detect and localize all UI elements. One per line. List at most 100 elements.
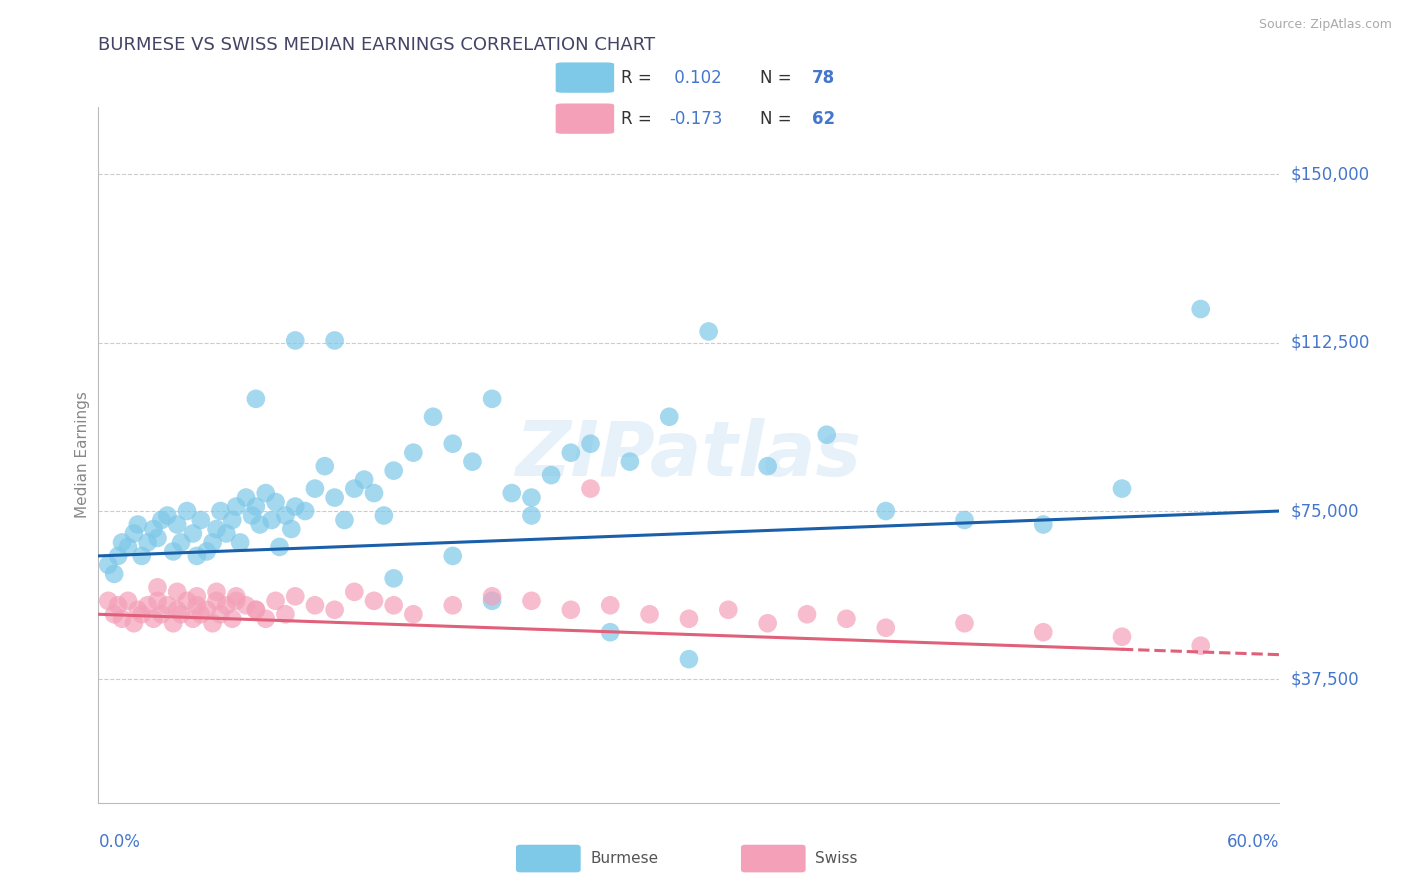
Point (142, 612, 165, 626)
Point (579, 482, 602, 496)
Point (195, 603, 218, 617)
Point (284, 334, 307, 348)
Point (343, 482, 366, 496)
Point (280, 522, 302, 536)
Point (127, 603, 149, 617)
Point (205, 584, 228, 599)
Point (540, 468, 562, 483)
Text: -0.173: -0.173 (669, 110, 723, 128)
Point (481, 594, 503, 608)
Point (146, 594, 169, 608)
Point (599, 625, 621, 640)
Point (678, 652, 700, 666)
Text: Swiss: Swiss (815, 852, 858, 866)
Point (190, 513, 212, 527)
Text: 62: 62 (811, 110, 835, 128)
Point (875, 504, 897, 518)
Point (150, 607, 173, 622)
Point (195, 544, 218, 558)
Point (245, 603, 267, 617)
Text: Source: ZipAtlas.com: Source: ZipAtlas.com (1258, 18, 1392, 31)
Point (107, 549, 129, 563)
Point (1111, 482, 1133, 496)
Point (235, 599, 257, 613)
Point (190, 607, 212, 622)
Point (294, 504, 316, 518)
Point (260, 513, 283, 527)
Point (136, 599, 159, 613)
Point (520, 594, 543, 608)
Point (146, 580, 169, 594)
Point (201, 535, 224, 549)
Point (815, 427, 838, 442)
Point (142, 522, 165, 536)
Point (953, 616, 976, 631)
Point (186, 549, 208, 563)
Point (323, 603, 346, 617)
Point (333, 513, 356, 527)
Point (254, 486, 277, 500)
Point (560, 603, 582, 617)
Text: N =: N = (761, 69, 797, 87)
Point (162, 544, 184, 558)
Point (619, 455, 641, 469)
Point (264, 495, 287, 509)
Text: R =: R = (621, 110, 658, 128)
Text: $150,000: $150,000 (1291, 165, 1369, 184)
Point (107, 599, 129, 613)
Point (181, 526, 204, 541)
Point (441, 436, 464, 450)
Point (205, 522, 228, 536)
Point (136, 535, 159, 549)
Point (284, 590, 307, 604)
Y-axis label: Median Earnings: Median Earnings (75, 392, 90, 518)
Point (146, 531, 169, 545)
Point (221, 612, 243, 626)
Point (117, 594, 139, 608)
Point (422, 409, 444, 424)
Point (323, 491, 346, 505)
Point (209, 504, 232, 518)
Point (441, 599, 464, 613)
Point (176, 594, 198, 608)
Point (170, 607, 193, 622)
Point (520, 491, 543, 505)
Point (215, 526, 238, 541)
Point (1189, 301, 1212, 316)
Point (162, 616, 184, 631)
Point (1032, 517, 1054, 532)
Point (269, 540, 291, 554)
Point (103, 566, 125, 581)
Point (127, 517, 149, 532)
Point (229, 535, 252, 549)
Point (201, 616, 224, 631)
Point (382, 464, 405, 478)
Point (323, 334, 346, 348)
Text: BURMESE VS SWISS MEDIAN EARNINGS CORRELATION CHART: BURMESE VS SWISS MEDIAN EARNINGS CORRELA… (98, 36, 655, 54)
Point (1111, 630, 1133, 644)
Point (245, 500, 267, 514)
Point (225, 590, 247, 604)
Point (363, 486, 385, 500)
Point (166, 603, 188, 617)
Point (111, 535, 134, 549)
Point (560, 445, 582, 459)
Point (1189, 639, 1212, 653)
Text: 78: 78 (811, 69, 835, 87)
Point (117, 540, 139, 554)
Point (304, 482, 326, 496)
Point (697, 325, 720, 339)
Text: 0.0%: 0.0% (98, 833, 141, 851)
Point (284, 500, 307, 514)
Point (756, 616, 779, 631)
Point (501, 486, 523, 500)
Point (382, 571, 405, 585)
Point (658, 409, 681, 424)
Point (304, 599, 326, 613)
Point (156, 508, 179, 523)
Point (209, 607, 232, 622)
Text: Burmese: Burmese (591, 852, 658, 866)
Point (402, 607, 425, 622)
Text: $75,000: $75,000 (1291, 502, 1360, 520)
Point (97, 594, 120, 608)
